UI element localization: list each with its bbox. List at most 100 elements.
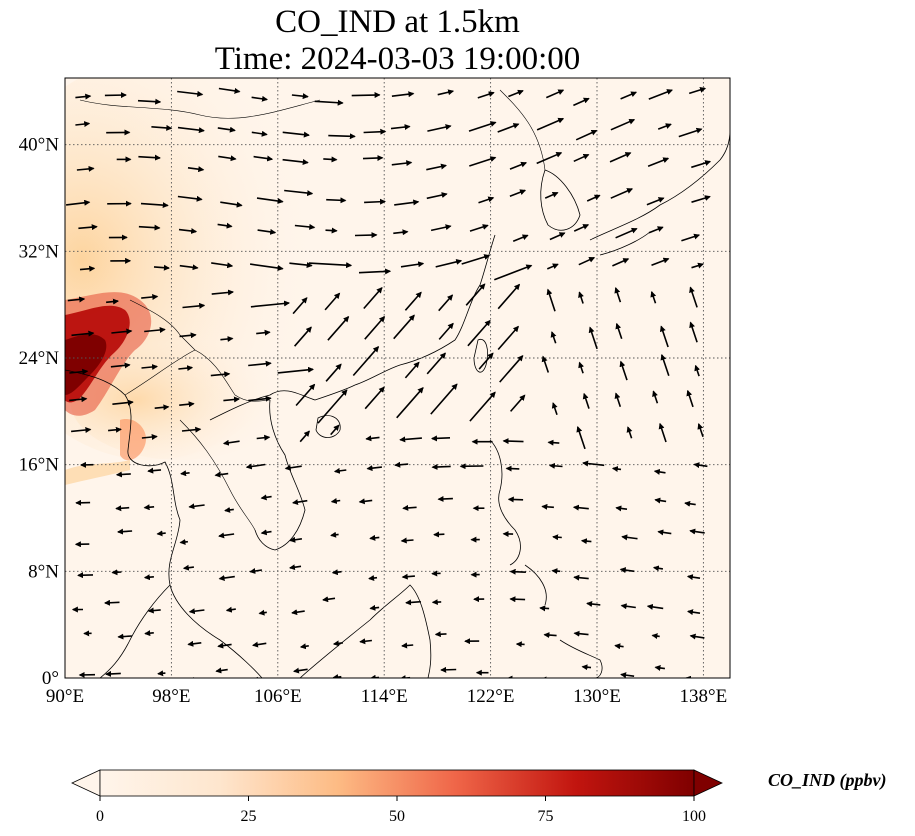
- wind-arrow: [402, 504, 417, 511]
- wind-arrow: [178, 228, 198, 234]
- coastline-china: [209, 234, 496, 421]
- wind-arrow: [650, 290, 657, 304]
- wind-arrow: [610, 188, 634, 199]
- wind-arrow: [78, 224, 98, 231]
- wind-arrow: [277, 366, 314, 374]
- wind-arrow: [363, 287, 383, 310]
- wind-arrow: [217, 126, 236, 133]
- wind-arrow: [299, 430, 310, 443]
- wind-arrow: [112, 399, 134, 406]
- wind-arrow: [141, 363, 158, 370]
- wind-arrow: [575, 129, 598, 141]
- wind-arrow: [333, 467, 347, 474]
- wind-arrow: [659, 325, 669, 348]
- wind-arrow: [182, 564, 194, 571]
- wind-arrow: [582, 460, 605, 467]
- wind-arrow: [294, 223, 316, 230]
- wind-arrow: [282, 131, 310, 138]
- wind-arrow: [551, 568, 561, 575]
- wind-arrow: [543, 632, 557, 639]
- wind-arrow: [576, 426, 586, 450]
- wind-arrow: [578, 291, 584, 304]
- wind-arrow: [478, 196, 495, 204]
- border-line: [499, 89, 546, 171]
- wind-arrow: [366, 465, 382, 472]
- latitude-axis: 0° 8°N 16°N 24°N 32°N 40°N: [19, 135, 60, 689]
- wind-arrow: [620, 603, 636, 610]
- wind-arrow: [289, 536, 303, 543]
- wind-arrow: [433, 531, 445, 538]
- wind-arrow: [652, 565, 664, 572]
- wind-arrow: [427, 124, 452, 132]
- wind-arrow: [434, 631, 447, 638]
- wind-arrow: [536, 152, 563, 165]
- wind-arrow: [477, 91, 495, 99]
- wind-arrow: [512, 234, 529, 242]
- wind-arrow: [325, 363, 342, 382]
- wind-arrow: [253, 155, 274, 162]
- wind-arrow: [105, 670, 121, 677]
- wind-arrow: [612, 258, 630, 267]
- wind-arrow: [430, 383, 458, 415]
- wind-arrow: [323, 156, 338, 163]
- wind-arrow: [391, 160, 413, 167]
- wind-arrow: [293, 667, 308, 674]
- wind-arrow: [182, 302, 206, 309]
- wind-arrow: [364, 315, 386, 340]
- wind-arrow: [69, 396, 88, 403]
- wind-arrow: [179, 538, 188, 545]
- wind-arrow: [400, 537, 414, 544]
- wind-arrow: [177, 126, 205, 134]
- wind-arrow: [260, 529, 272, 536]
- colorbar-tick-label: 0: [96, 808, 104, 825]
- wind-arrow: [328, 133, 356, 140]
- wind-arrow: [110, 362, 131, 369]
- wind-arrow: [619, 567, 635, 574]
- wind-arrow: [614, 287, 622, 303]
- wind-arrow: [578, 361, 584, 374]
- wind-arrow: [478, 352, 494, 370]
- wind-arrow: [658, 422, 667, 443]
- wind-arrow: [426, 192, 448, 200]
- wind-arrow: [648, 89, 673, 100]
- wind-arrow: [657, 529, 672, 536]
- wind-arrow: [393, 229, 409, 236]
- wind-arrow: [156, 530, 166, 537]
- wind-arrow: [400, 261, 425, 268]
- wind-arrow: [540, 676, 547, 678]
- wind-arrow: [619, 360, 628, 381]
- wind-arrow: [678, 127, 703, 138]
- wind-arrow: [117, 528, 133, 535]
- wind-arrow: [609, 152, 632, 163]
- wind-arrow: [401, 573, 415, 580]
- wind-arrow: [550, 331, 557, 344]
- wind-arrow: [435, 258, 463, 268]
- wind-arrow: [369, 604, 380, 611]
- wind-arrow: [660, 353, 670, 376]
- wind-arrow: [147, 467, 162, 474]
- wind-arrow: [648, 226, 664, 234]
- wind-arrow: [572, 504, 589, 511]
- plume-max: [65, 334, 107, 395]
- wind-arrow: [71, 330, 95, 337]
- wind-arrow: [615, 322, 623, 339]
- wind-arrow: [586, 194, 601, 202]
- wind-arrow: [693, 462, 708, 469]
- wind-arrow: [225, 606, 236, 613]
- longitude-tick-label: 130°E: [573, 686, 621, 707]
- wind-arrow: [293, 326, 312, 347]
- colorbar-extend-max: [693, 769, 723, 797]
- latitude-tick-label: 0°: [42, 668, 59, 689]
- wind-arrow: [282, 158, 309, 166]
- wind-arrow: [546, 263, 559, 270]
- wind-arrow: [140, 202, 169, 209]
- wind-arrow: [544, 191, 559, 199]
- wind-arrow: [75, 121, 91, 128]
- wind-arrow: [187, 166, 205, 173]
- wind-arrow: [681, 233, 701, 242]
- wind-arrow: [399, 436, 422, 443]
- wind-arrow: [365, 435, 380, 442]
- wind-arrow: [223, 396, 240, 403]
- wind-arrow: [220, 201, 243, 208]
